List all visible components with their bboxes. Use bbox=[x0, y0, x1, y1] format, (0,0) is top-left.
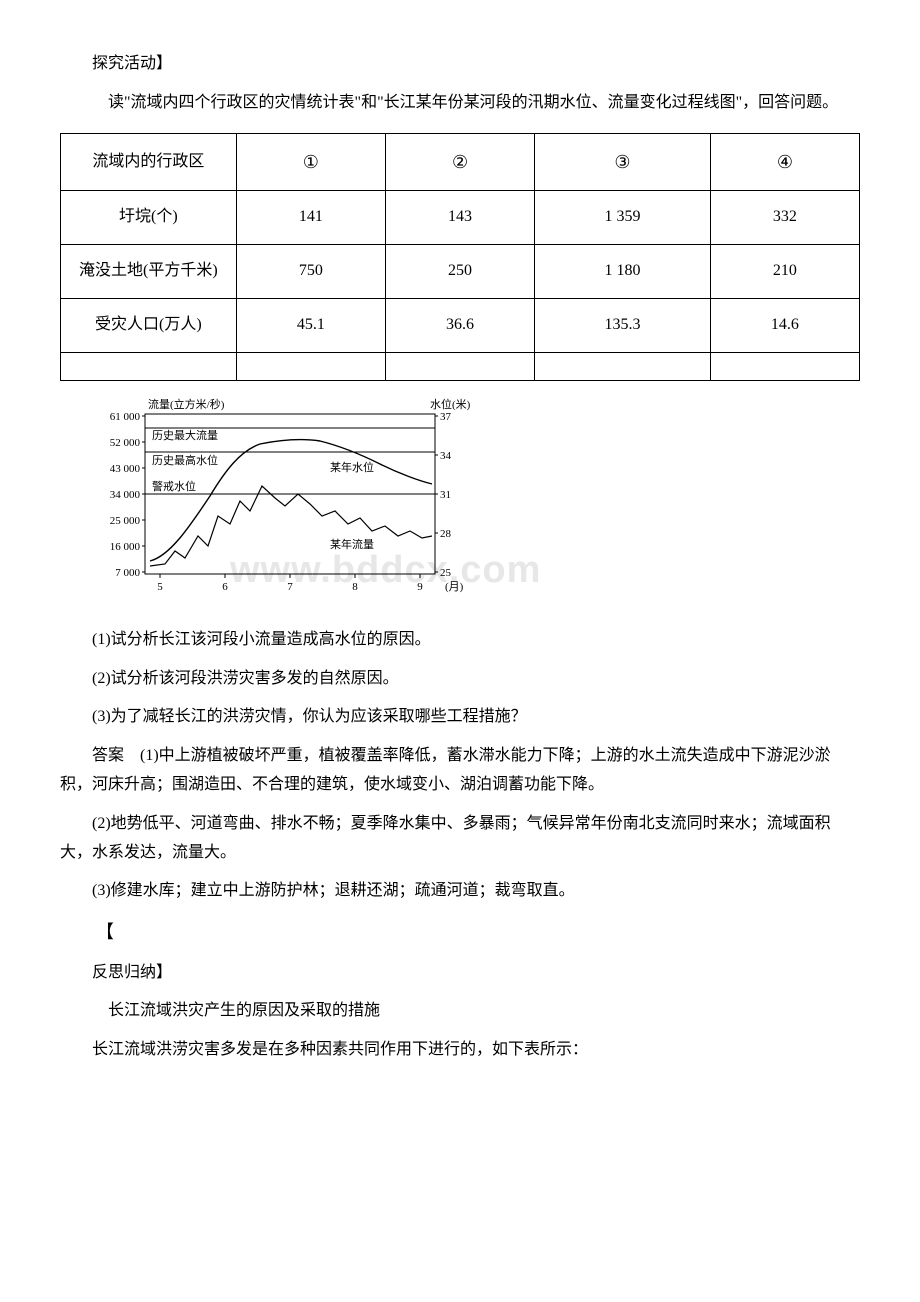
table-cell: 135.3 bbox=[535, 298, 711, 352]
table-cell: ④ bbox=[710, 133, 859, 191]
table-cell: 143 bbox=[385, 191, 534, 245]
tick-label: 34 000 bbox=[110, 489, 141, 501]
tick-label: 25 000 bbox=[110, 515, 141, 527]
question-1: (1)试分析长江该河段小流量造成高水位的原因。 bbox=[60, 626, 860, 655]
annotation: 历史最高水位 bbox=[152, 453, 218, 467]
table-cell: ③ bbox=[535, 133, 711, 191]
x-tick: 9 bbox=[417, 581, 423, 593]
reflection-title: 反思归纳】 bbox=[60, 959, 860, 988]
answer-2: (2)地势低平、河道弯曲、排水不畅；夏季降水集中、多暴雨；气候异常年份南北支流同… bbox=[60, 810, 860, 868]
table-cell: 14.6 bbox=[710, 298, 859, 352]
annotation: 警戒水位 bbox=[152, 479, 196, 493]
reflection-subtitle: 长江流域洪灾产生的原因及采取的措施 bbox=[60, 997, 860, 1026]
x-tick: 5 bbox=[157, 581, 163, 593]
table-cell: 210 bbox=[710, 245, 859, 299]
disaster-stats-table: 流域内的行政区 ① ② ③ ④ 圩垸(个) 141 143 1 359 332 … bbox=[60, 133, 860, 381]
reflection-mark: 【 bbox=[60, 916, 860, 948]
row-label bbox=[61, 352, 237, 380]
table-row: 圩垸(个) 141 143 1 359 332 bbox=[61, 191, 860, 245]
tick-label: 43 000 bbox=[110, 463, 141, 475]
table-row bbox=[61, 352, 860, 380]
table-row: 受灾人口(万人) 45.1 36.6 135.3 14.6 bbox=[61, 298, 860, 352]
table-cell: 332 bbox=[710, 191, 859, 245]
tick-label: 16 000 bbox=[110, 541, 141, 553]
question-3: (3)为了减轻长江的洪涝灾情，你认为应该采取哪些工程措施？ bbox=[60, 703, 860, 732]
tick-label: 61 000 bbox=[110, 411, 141, 423]
answer-3: (3)修建水库；建立中上游防护林；退耕还湖；疏通河道；裁弯取直。 bbox=[60, 877, 860, 906]
reflection-text: 长江流域洪涝灾害多发是在多种因素共同作用下进行的，如下表所示： bbox=[60, 1036, 860, 1065]
tick-label: 25 bbox=[440, 567, 452, 579]
table-cell bbox=[385, 352, 534, 380]
annotation: 某年水位 bbox=[330, 460, 374, 474]
row-label: 流域内的行政区 bbox=[61, 133, 237, 191]
row-label: 受灾人口(万人) bbox=[61, 298, 237, 352]
annotation: 某年流量 bbox=[330, 537, 374, 551]
answer-1: 答案 (1)中上游植被破坏严重，植被覆盖率降低，蓄水滞水能力下降；上游的水土流失… bbox=[60, 742, 860, 800]
table-cell bbox=[535, 352, 711, 380]
x-label: (月) bbox=[445, 581, 464, 593]
flow-level-chart: www.bddcx.com 流量(立方米/秒) 水位(米) 61 000 52 … bbox=[90, 396, 590, 606]
table-cell: 1 359 bbox=[535, 191, 711, 245]
tick-label: 28 bbox=[440, 528, 452, 540]
table-cell bbox=[710, 352, 859, 380]
table-cell: 250 bbox=[385, 245, 534, 299]
x-tick: 8 bbox=[352, 581, 358, 593]
y-left-label: 流量(立方米/秒) bbox=[148, 397, 225, 411]
table-cell: 750 bbox=[236, 245, 385, 299]
annotation: 历史最大流量 bbox=[152, 428, 218, 442]
tick-label: 34 bbox=[440, 450, 452, 462]
table-cell bbox=[236, 352, 385, 380]
table-cell: 36.6 bbox=[385, 298, 534, 352]
tick-label: 7 000 bbox=[115, 567, 140, 579]
row-label: 淹没土地(平方千米) bbox=[61, 245, 237, 299]
table-cell: 1 180 bbox=[535, 245, 711, 299]
table-cell: ① bbox=[236, 133, 385, 191]
intro-text: 读"流域内四个行政区的灾情统计表"和"长江某年份某河段的汛期水位、流量变化过程线… bbox=[60, 89, 860, 118]
x-tick: 6 bbox=[222, 581, 228, 593]
x-tick: 7 bbox=[287, 581, 293, 593]
table-cell: 45.1 bbox=[236, 298, 385, 352]
tick-label: 37 bbox=[440, 411, 452, 423]
section-heading: 探究活动】 bbox=[60, 50, 860, 79]
y-right-label: 水位(米) bbox=[430, 397, 471, 411]
question-2: (2)试分析该河段洪涝灾害多发的自然原因。 bbox=[60, 665, 860, 694]
tick-label: 31 bbox=[440, 489, 451, 501]
table-row: 流域内的行政区 ① ② ③ ④ bbox=[61, 133, 860, 191]
table-cell: 141 bbox=[236, 191, 385, 245]
table-row: 淹没土地(平方千米) 750 250 1 180 210 bbox=[61, 245, 860, 299]
tick-label: 52 000 bbox=[110, 437, 141, 449]
row-label: 圩垸(个) bbox=[61, 191, 237, 245]
table-cell: ② bbox=[385, 133, 534, 191]
